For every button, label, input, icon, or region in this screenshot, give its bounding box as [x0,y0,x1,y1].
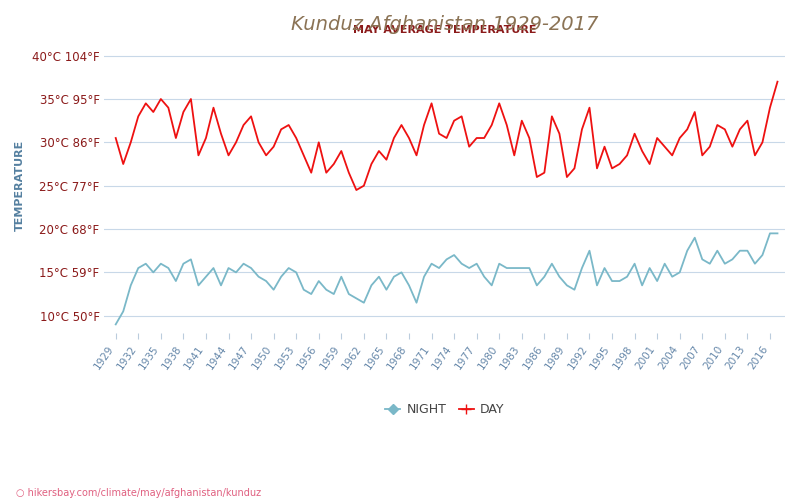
Legend: NIGHT, DAY: NIGHT, DAY [380,398,510,421]
Text: ○ hikersbay.com/climate/may/afghanistan/kunduz: ○ hikersbay.com/climate/may/afghanistan/… [16,488,261,498]
Y-axis label: TEMPERATURE: TEMPERATURE [15,140,25,232]
Text: MAY AVERAGE TEMPERATURE: MAY AVERAGE TEMPERATURE [353,26,537,36]
Title: Kunduz Afghanistan 1929-2017: Kunduz Afghanistan 1929-2017 [291,15,598,34]
